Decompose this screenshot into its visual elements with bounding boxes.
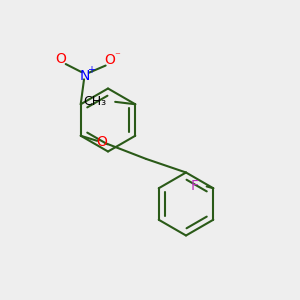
Text: O: O <box>104 53 115 67</box>
Text: F: F <box>191 179 199 193</box>
Text: O: O <box>97 135 107 149</box>
Text: O: O <box>55 52 66 66</box>
Text: +: + <box>87 65 94 75</box>
Text: ⁻: ⁻ <box>114 52 120 61</box>
Text: N: N <box>80 69 90 83</box>
Text: CH₃: CH₃ <box>84 95 107 108</box>
